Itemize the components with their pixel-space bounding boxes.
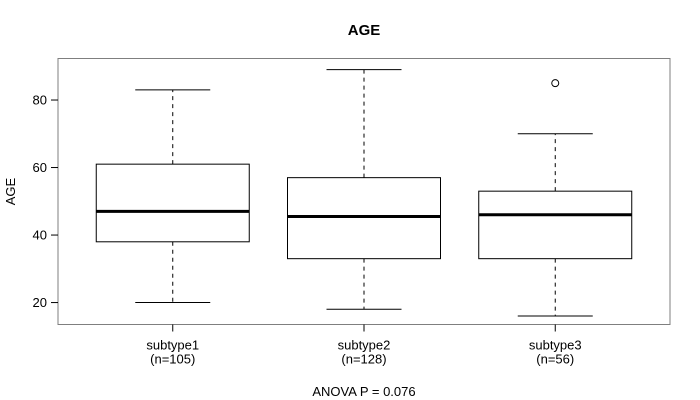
y-axis-label: AGE [3, 177, 18, 205]
group-label: subtype1 [146, 338, 199, 353]
group-sublabel: (n=56) [536, 352, 574, 367]
chart-title: AGE [348, 22, 381, 39]
y-tick-label: 60 [33, 160, 47, 175]
y-tick-label: 40 [33, 228, 47, 243]
group-sublabel: (n=128) [341, 352, 386, 367]
outlier-point [551, 79, 560, 88]
group-sublabel: (n=105) [150, 352, 195, 367]
y-tick-label: 80 [33, 93, 47, 108]
group-label: subtype3 [529, 338, 582, 353]
iqr-box [478, 190, 633, 260]
iqr-box [287, 177, 441, 260]
y-tick-label: 20 [33, 295, 47, 310]
group-label: subtype2 [338, 338, 391, 353]
iqr-box [95, 163, 250, 243]
anova-annotation: ANOVA P = 0.076 [312, 384, 415, 399]
